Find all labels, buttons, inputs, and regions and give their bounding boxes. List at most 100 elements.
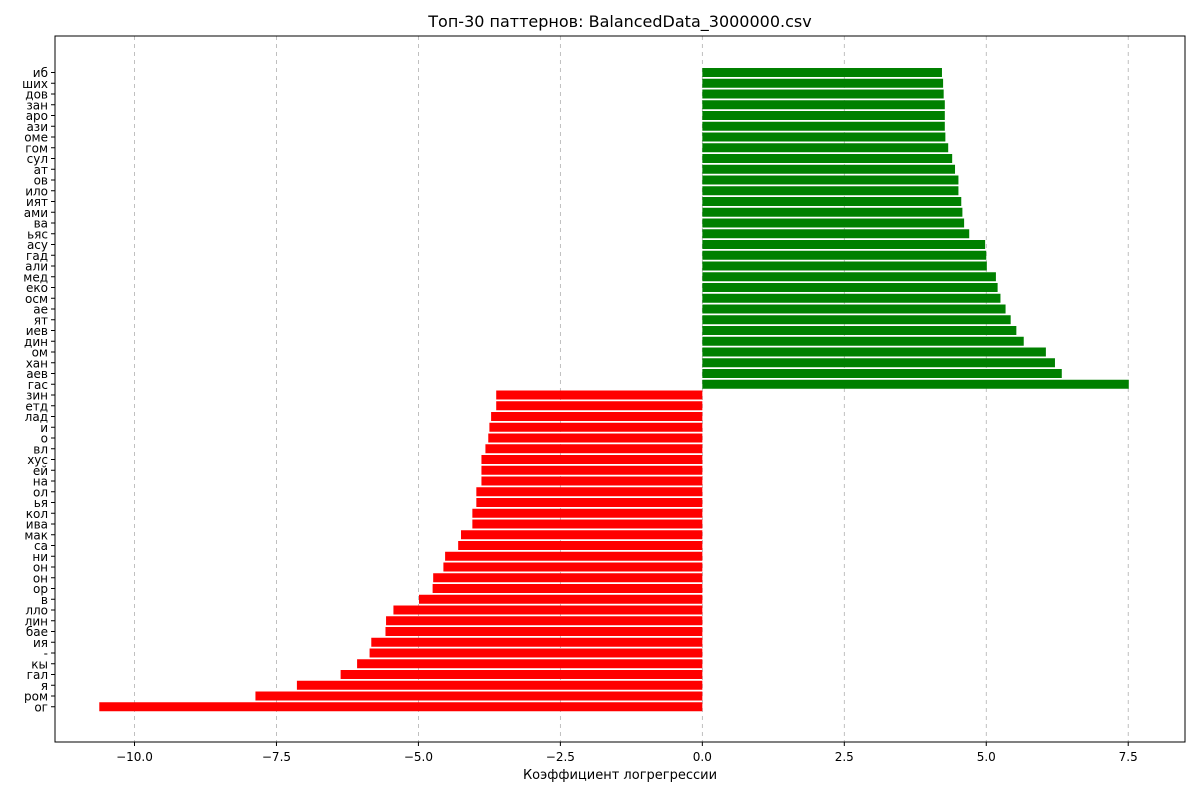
bar	[702, 143, 949, 153]
bar	[702, 379, 1129, 389]
y-tick-label: и	[40, 421, 48, 435]
y-tick-label: ило	[25, 184, 48, 198]
x-axis-label: Коэффициент логрегрессии	[522, 768, 718, 783]
y-tick-label: он	[33, 571, 48, 585]
y-tick-label: етд	[25, 399, 48, 413]
y-tick-label: ов	[34, 174, 48, 188]
y-tick-label: ья	[34, 496, 48, 510]
y-tick-label: дин	[24, 335, 48, 349]
y-tick-label: ят	[34, 313, 48, 327]
y-tick-label: ат	[34, 163, 48, 177]
y-tick-label: еко	[26, 281, 48, 295]
y-tick-label: он	[33, 561, 48, 575]
chart-title: Топ-30 паттернов: BalancedData_3000000.c…	[428, 12, 812, 31]
x-tick-label: 5.0	[977, 750, 996, 764]
x-tick-label: −5.0	[404, 750, 433, 764]
y-tick-label: ами	[24, 206, 48, 220]
x-tick-label: 2.5	[835, 750, 854, 764]
bar	[702, 78, 944, 88]
bar	[702, 250, 987, 260]
y-tick-label: осм	[25, 292, 48, 306]
y-tick-label: ром	[24, 690, 48, 704]
bar	[371, 637, 703, 647]
bar	[702, 186, 959, 196]
bar	[702, 369, 1062, 378]
bar	[702, 68, 942, 77]
bar	[393, 605, 703, 615]
bar	[702, 336, 1024, 346]
y-tick-label: ива	[26, 518, 48, 532]
bar	[702, 154, 953, 163]
x-tick-label: 7.5	[1119, 750, 1138, 764]
bar	[481, 476, 703, 486]
y-tick-label: ол	[33, 485, 48, 499]
y-tick-label: бае	[26, 625, 48, 639]
bar	[702, 358, 1055, 368]
y-tick-label: кол	[26, 507, 48, 521]
bar	[385, 627, 703, 636]
x-tick-label: 0.0	[693, 750, 712, 764]
y-tick-label: ия	[33, 636, 48, 650]
bar	[702, 326, 1017, 335]
bar	[485, 444, 703, 454]
bar	[702, 293, 1001, 303]
y-tick-label: -	[44, 647, 48, 661]
bar	[702, 100, 945, 110]
y-tick-label: лад	[25, 410, 48, 424]
y-tick-label: кы	[31, 657, 48, 671]
bar	[702, 132, 946, 142]
y-tick-label: мак	[24, 528, 48, 542]
bar	[99, 702, 703, 712]
y-tick-label: ом	[32, 346, 48, 360]
bar	[491, 412, 703, 421]
bar	[472, 519, 703, 529]
bar	[488, 433, 703, 443]
bar	[461, 530, 703, 540]
y-tick-label: ва	[34, 217, 48, 231]
y-tick-label: ни	[32, 550, 48, 564]
bar	[702, 111, 945, 120]
y-tick-label: аро	[26, 109, 48, 123]
y-tick-label: гад	[26, 249, 48, 263]
bar	[445, 551, 703, 561]
y-tick-label: хан	[26, 356, 48, 370]
y-tick-label: аев	[26, 367, 48, 381]
y-tick-label: асу	[27, 238, 48, 252]
y-tick-label: лин	[25, 614, 48, 628]
y-tick-label: вл	[33, 442, 48, 456]
bar	[702, 197, 962, 206]
x-tick-label: −2.5	[546, 750, 575, 764]
bar	[433, 573, 703, 583]
bar	[702, 283, 998, 292]
y-tick-label: на	[33, 475, 48, 489]
y-tick-label: гом	[25, 141, 48, 155]
bar	[472, 508, 703, 518]
y-tick-label: ази	[26, 120, 48, 134]
bar	[296, 680, 703, 690]
y-tick-label: ших	[22, 77, 48, 91]
bar	[702, 207, 963, 217]
plot-frame	[54, 35, 1186, 743]
bar	[481, 455, 703, 464]
bar	[489, 422, 703, 432]
y-tick-label: иб	[33, 66, 48, 80]
y-tick-label: ьяс	[27, 227, 48, 241]
y-tick-label: дов	[25, 88, 48, 102]
bar	[458, 541, 703, 550]
bar	[702, 229, 970, 239]
y-tick-label: ият	[26, 195, 48, 209]
y-tick-label: ор	[33, 582, 48, 596]
bar	[496, 401, 703, 411]
bar	[357, 659, 703, 669]
y-tick-label: гас	[28, 378, 48, 392]
bar	[702, 261, 987, 271]
bar	[702, 89, 944, 99]
bar	[702, 347, 1046, 357]
bar	[496, 390, 703, 400]
y-tick-label: мед	[23, 270, 48, 284]
bar	[476, 498, 703, 507]
bar	[432, 584, 703, 593]
y-tick-label: в	[41, 593, 48, 607]
bar	[702, 218, 965, 228]
